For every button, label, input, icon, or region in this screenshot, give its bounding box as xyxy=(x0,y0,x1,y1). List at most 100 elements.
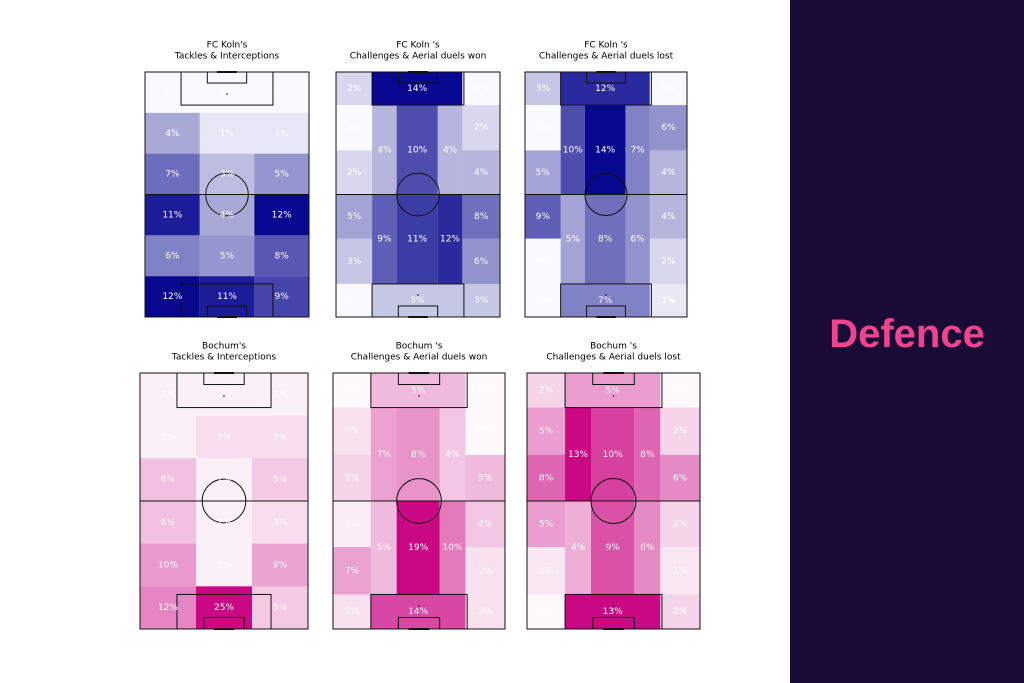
cell-label: 0% xyxy=(536,296,551,306)
heat-cell xyxy=(336,72,373,106)
heat-cell xyxy=(333,547,371,595)
cell-label: 9% xyxy=(377,235,392,245)
heat-cell xyxy=(254,276,309,317)
heat-cell xyxy=(462,105,500,151)
cell-label: 0% xyxy=(347,296,362,306)
heat-cell xyxy=(145,276,200,317)
cell-label: 2% xyxy=(673,607,688,617)
cell-label: 12% xyxy=(440,235,460,245)
heat-cell xyxy=(252,373,308,416)
cell-label: 0% xyxy=(673,386,688,396)
cell-label: 2% xyxy=(474,123,489,133)
heat-cell xyxy=(199,276,255,317)
cell-label: 3% xyxy=(347,257,362,267)
penalty-spot xyxy=(612,395,615,397)
cell-label: 6% xyxy=(673,473,688,483)
cell-label: 4% xyxy=(165,129,180,139)
heat-cell xyxy=(525,72,561,106)
cell-label: 12% xyxy=(272,210,292,220)
cell-label: 14% xyxy=(408,607,428,617)
cell-label: 13% xyxy=(603,607,623,617)
chart-title: Tackles & Interceptions xyxy=(171,353,277,363)
cell-label: 7% xyxy=(165,170,180,180)
heat-cell xyxy=(565,594,661,629)
cell-label: 0% xyxy=(478,386,493,396)
cell-label: 2% xyxy=(673,520,688,530)
chart-title: Challenges & Aerial duels lost xyxy=(539,52,674,62)
heat-cell xyxy=(370,594,466,629)
heat-cell xyxy=(560,105,585,195)
cell-label: 8% xyxy=(539,473,554,483)
chart-title: Tackles & Interceptions xyxy=(174,52,280,62)
heat-cell xyxy=(396,105,438,195)
heat-cell xyxy=(660,547,700,595)
cell-label: 9% xyxy=(605,543,620,553)
cell-label: 1% xyxy=(539,566,554,576)
cell-label: 3% xyxy=(273,433,288,443)
heat-cell xyxy=(462,283,500,317)
heat-cell xyxy=(333,407,371,455)
heat-cell xyxy=(145,235,200,277)
cell-label: 5% xyxy=(539,520,554,530)
heat-cell xyxy=(140,586,196,629)
goal xyxy=(408,628,430,630)
chart-title: FC Koln 's xyxy=(584,41,628,51)
cell-label: 2% xyxy=(661,257,676,267)
cell-label: 4% xyxy=(445,450,460,460)
cell-label: 2% xyxy=(539,386,554,396)
heat-cell xyxy=(140,458,196,501)
heat-cell xyxy=(565,373,661,408)
center-circle xyxy=(396,172,440,217)
center-circle xyxy=(584,172,628,217)
heat-cell xyxy=(252,415,308,459)
cell-label: 4% xyxy=(220,210,235,220)
heat-cell xyxy=(560,72,650,106)
cell-label: 14% xyxy=(595,145,615,155)
heat-cell xyxy=(252,543,308,587)
cell-label: 11% xyxy=(217,292,237,302)
penalty-spot xyxy=(418,395,420,397)
heat-cell xyxy=(196,458,252,501)
chart-title: FC Koln 's xyxy=(396,41,440,51)
heat-cell xyxy=(525,194,561,239)
heat-cell xyxy=(527,454,566,501)
heat-cell xyxy=(465,547,505,595)
cell-label: 1% xyxy=(217,561,232,571)
heat-cell xyxy=(465,454,505,501)
cell-label: 1% xyxy=(273,390,288,400)
cell-label: 5% xyxy=(220,251,235,261)
cell-label: 5% xyxy=(275,170,290,180)
goal xyxy=(217,71,237,73)
heat-cell xyxy=(333,594,371,629)
heat-cell xyxy=(333,454,371,501)
heat-cell xyxy=(565,407,592,501)
cell-label: 7% xyxy=(377,450,392,460)
heat-cell xyxy=(336,194,373,239)
goal xyxy=(213,628,235,630)
cell-label: 14% xyxy=(407,84,427,94)
heat-cell xyxy=(565,501,592,595)
cell-label: 0% xyxy=(275,88,290,98)
cell-label: 3% xyxy=(217,433,232,443)
cell-label: 6% xyxy=(661,123,676,133)
cell-label: 10% xyxy=(563,145,583,155)
chart-title: FC Koln's xyxy=(207,41,248,51)
cell-label: 4% xyxy=(377,145,392,155)
chart-title: Challenges & Aerial duels won xyxy=(350,52,487,62)
heat-cell xyxy=(252,458,308,501)
penalty-spot xyxy=(226,93,228,95)
heat-cell xyxy=(527,407,566,455)
goal xyxy=(603,628,624,630)
cell-label: 6% xyxy=(474,257,489,267)
heat-cell xyxy=(660,407,700,455)
cell-label: 5% xyxy=(478,473,493,483)
cell-label: 19% xyxy=(408,543,428,553)
penalty-spot xyxy=(223,395,225,397)
heat-cell xyxy=(140,373,196,416)
cell-label: 0% xyxy=(478,427,493,437)
cell-label: 5% xyxy=(411,386,426,396)
cell-label: 0% xyxy=(539,607,554,617)
cell-label: 6% xyxy=(640,543,655,553)
center-circle xyxy=(205,172,249,217)
